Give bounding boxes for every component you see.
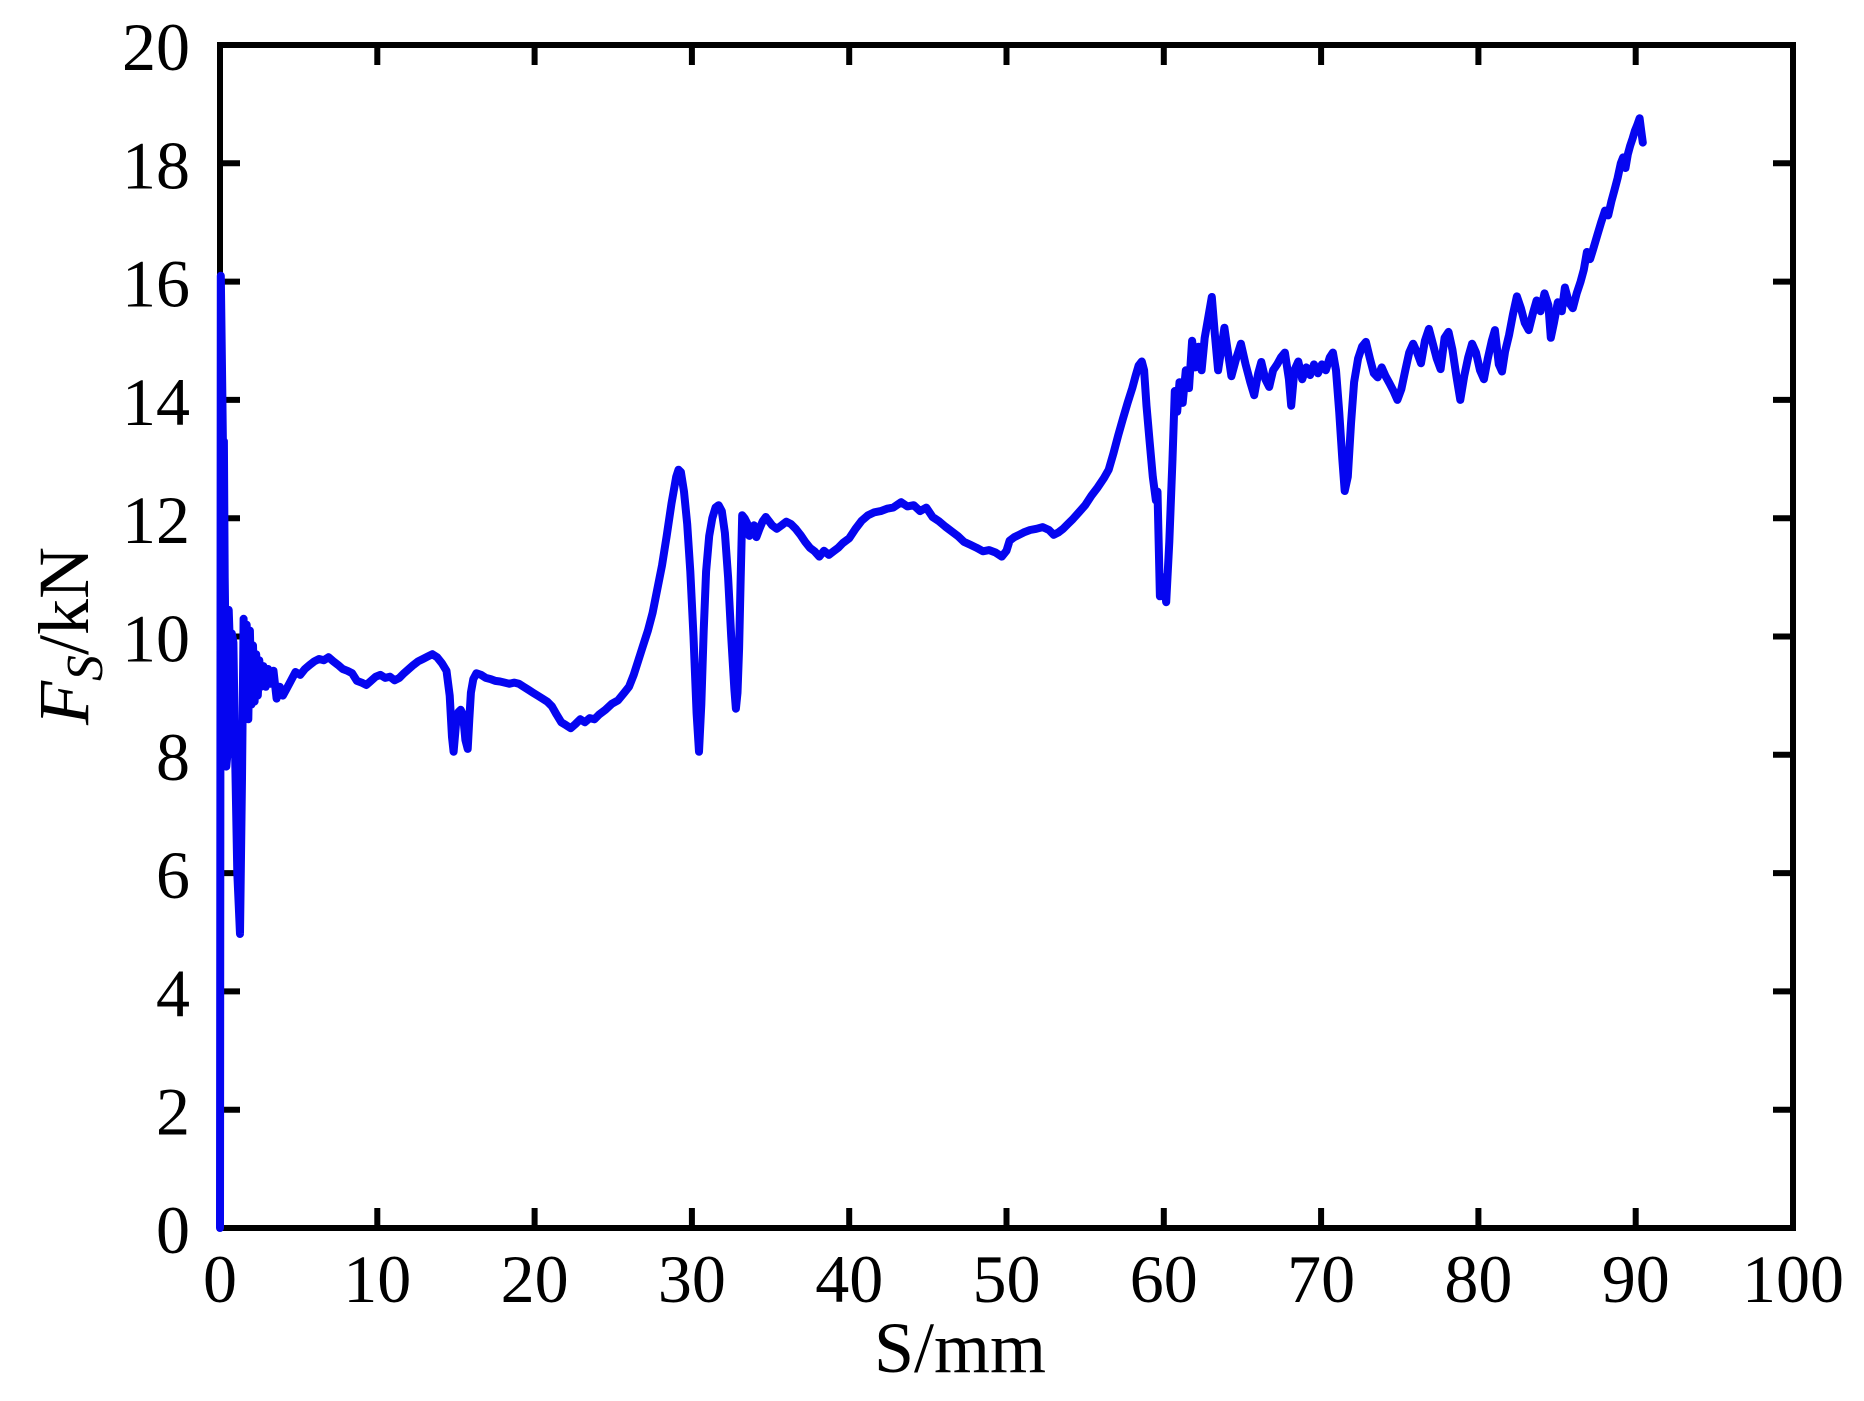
y-tick-label: 12 bbox=[122, 482, 190, 558]
y-tick-label: 4 bbox=[156, 955, 190, 1031]
y-tick-label: 2 bbox=[156, 1074, 190, 1150]
y-tick-label: 8 bbox=[156, 719, 190, 795]
y-tick-label: 10 bbox=[122, 601, 190, 677]
y-tick-label: 16 bbox=[122, 246, 190, 322]
x-tick-label: 90 bbox=[1602, 1241, 1670, 1317]
y-tick-label: 20 bbox=[122, 9, 190, 85]
y-tick-label: 0 bbox=[156, 1192, 190, 1268]
x-tick-label: 60 bbox=[1130, 1241, 1198, 1317]
y-axis-title-subscript: S bbox=[57, 655, 114, 681]
y-axis-title: FS/kN bbox=[24, 547, 114, 726]
x-tick-label: 50 bbox=[973, 1241, 1041, 1317]
x-tick-label: 10 bbox=[343, 1241, 411, 1317]
x-tick-label: 20 bbox=[501, 1241, 569, 1317]
y-tick-label: 6 bbox=[156, 837, 190, 913]
x-tick-label: 80 bbox=[1444, 1241, 1512, 1317]
x-tick-label: 70 bbox=[1287, 1241, 1355, 1317]
y-axis-title-symbol: F bbox=[24, 680, 104, 726]
x-tick-label: 30 bbox=[658, 1241, 726, 1317]
x-tick-label: 100 bbox=[1742, 1241, 1844, 1317]
y-tick-label: 14 bbox=[122, 364, 190, 440]
x-axis-title: S/mm bbox=[874, 1308, 1046, 1388]
plot-area: 0 10 20 30 40 50 60 70 80 90 100 0 2 4 6 8 10 12 14 16 18 20 bbox=[122, 9, 1844, 1317]
x-tick-label: 0 bbox=[203, 1241, 237, 1317]
x-tick-label: 40 bbox=[815, 1241, 883, 1317]
plot-frame bbox=[217, 42, 1796, 1231]
y-axis-title-unit: /kN bbox=[24, 547, 104, 655]
data-line bbox=[216, 114, 1647, 1232]
y-tick-label: 18 bbox=[122, 127, 190, 203]
